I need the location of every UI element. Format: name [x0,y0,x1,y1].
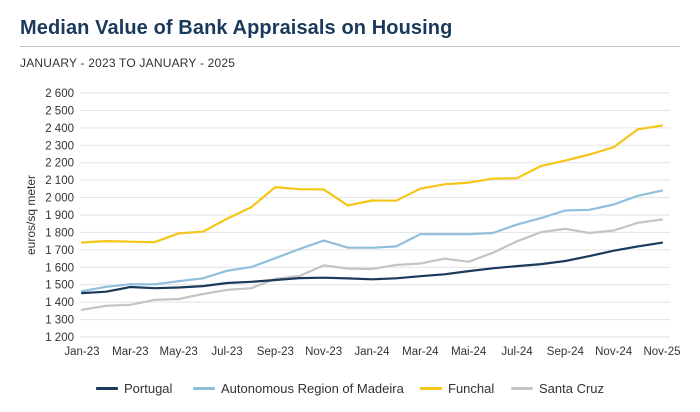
series-line-portugal [80,241,664,295]
series-lines [80,124,664,311]
y-tick-label: 1 600 [45,262,74,274]
legend: Portugal Autonomous Region of Madeira Func… [0,381,700,401]
legend-item-portugal: Portugal [96,381,172,396]
legend-swatch [511,387,533,390]
x-tick-label: May-23 [159,346,197,358]
y-axis-label: euros/sq meter [24,175,38,255]
x-tick-label: Mar-24 [402,346,439,358]
y-tick-label: 1 400 [45,297,74,309]
legend-swatch [193,387,215,390]
legend-label: Autonomous Region of Madeira [221,381,404,396]
y-tick-label: 1 300 [45,315,74,327]
legend-item-autonomous-region-of-madeira: Autonomous Region of Madeira [193,381,404,396]
y-tick-label: 1 500 [45,280,74,292]
legend-swatch [420,387,442,390]
legend-swatch [96,387,118,390]
title-divider [20,46,680,47]
x-tick-label: Mai-24 [451,346,487,358]
grid-lines [80,92,670,338]
y-tick-label: 2 400 [45,123,74,135]
series-line-santa-cruz [80,218,664,311]
x-tick-label: Jan-23 [64,346,99,358]
series-line-funchal [80,124,664,244]
y-tick-label: 2 500 [45,105,74,117]
y-tick-label: 2 100 [45,175,74,187]
legend-label: Funchal [448,381,495,396]
y-tick-label: 2 600 [45,88,74,100]
x-tick-label: Nov-23 [305,346,342,358]
x-tick-label: Sep-23 [257,346,294,358]
y-tick-label: 2 200 [45,158,74,170]
series-line-autonomous-region-of-madeira [80,189,664,293]
legend-item-santa-cruz: Santa Cruz [511,381,604,396]
chart-title: Median Value of Bank Appraisals on Housi… [20,17,453,39]
x-tick-label: Jul-24 [501,346,533,358]
x-tick-label: Mar-23 [112,346,148,358]
legend-item-funchal: Funchal [420,381,494,396]
y-axis-ticks: 1 200 1 300 1 400 1 500 1 600 1 700 1 800 1 900… [45,88,74,344]
y-tick-label: 2 300 [45,140,74,152]
x-tick-label: Nov-25 [643,346,680,358]
legend-label: Portugal [124,381,173,396]
legend-label: Santa Cruz [539,381,605,396]
y-tick-label: 2 000 [45,193,74,205]
x-axis-ticks: Jan-23 Mar-23 May-23 Jul-23 Sep-23 Nov-23 Jan-… [64,346,680,358]
y-tick-label: 1 700 [45,245,74,257]
chart-subtitle: JANUARY - 2023 TO JANUARY - 2025 [20,56,236,70]
y-tick-label: 1 900 [45,210,74,222]
x-tick-label: Jul-23 [211,346,242,358]
x-tick-label: Sep-24 [547,346,585,358]
y-tick-label: 1 800 [45,227,74,239]
x-tick-label: Jan-24 [354,346,390,358]
y-tick-label: 1 200 [45,332,74,344]
x-tick-label: Nov-24 [595,346,633,358]
line-chart: 1 200 1 300 1 400 1 500 1 600 1 700 1 800 1 900… [24,88,681,358]
